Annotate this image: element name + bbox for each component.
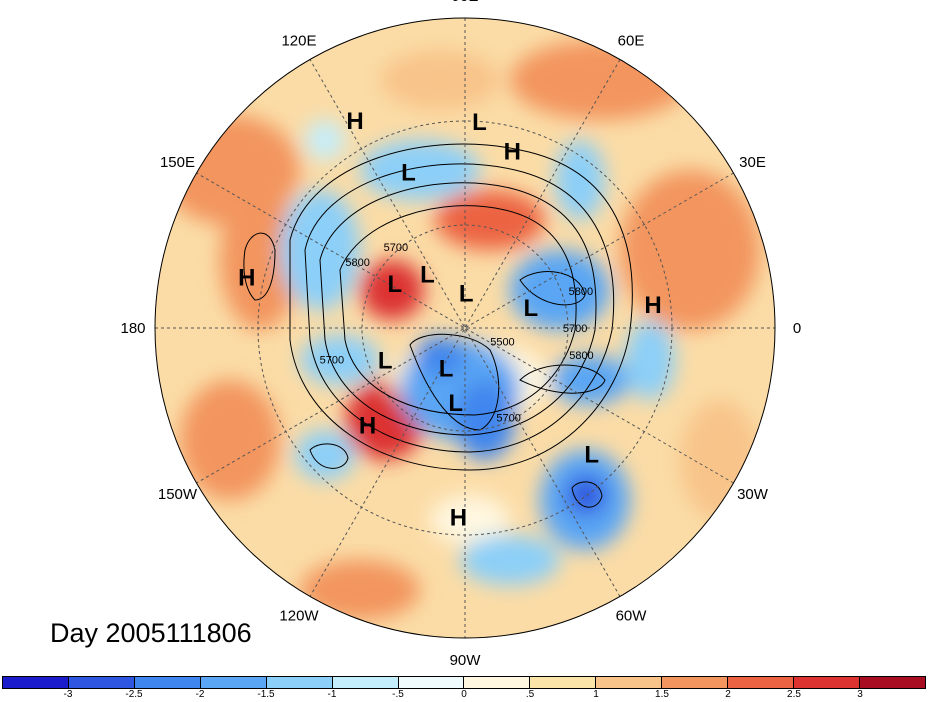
colorbar-tick-label: 2 <box>725 689 731 700</box>
colorbar-tick-labels: -3 -2.5 -2 -1.5 -1 -.5 0 .5 1 1.5 2 2.5 3 <box>2 689 926 702</box>
lon-label-150w: 150W <box>158 486 198 503</box>
colorbar-segment <box>332 677 399 688</box>
low-pressure-label: L <box>439 356 454 383</box>
lon-label-120e: 120E <box>281 32 316 49</box>
lon-label-90e: 90E <box>452 0 479 5</box>
anomaly-field <box>155 18 775 638</box>
colorbar-tick-label: -1 <box>327 689 337 700</box>
low-pressure-label: L <box>378 347 393 374</box>
colorbar-segment <box>134 677 201 688</box>
contour-label: 5700 <box>496 413 520 425</box>
graticule <box>155 18 775 638</box>
colorbar-segment <box>794 677 860 688</box>
colorbar-tick-label: -1.5 <box>257 689 275 700</box>
colorbar-tick-label: .5 <box>525 689 535 700</box>
lon-label-120w: 120W <box>279 608 319 625</box>
colorbar-segment <box>200 677 267 688</box>
colorbar-tick-label: -2 <box>195 689 205 700</box>
colorbar-tick-label: 3 <box>857 689 863 700</box>
colorbar-tick-label: -3 <box>63 689 73 700</box>
lon-label-60w: 60W <box>616 608 648 625</box>
colorbar-tick-label: 1.5 <box>655 689 669 700</box>
colorbar-tick-label: 0 <box>461 689 467 700</box>
lon-label-180: 180 <box>120 320 145 337</box>
high-pressure-label: H <box>238 265 255 292</box>
map-border <box>154 17 776 639</box>
colorbar-segment <box>728 677 795 688</box>
low-pressure-label: L <box>448 390 463 417</box>
high-pressure-label: H <box>450 504 467 531</box>
lon-label-90w: 90W <box>450 652 482 669</box>
low-pressure-label: L <box>472 109 487 136</box>
low-pressure-label: L <box>388 271 403 298</box>
high-pressure-label: H <box>346 108 363 135</box>
colorbar-segment <box>859 677 925 688</box>
colorbar-segment <box>398 677 465 688</box>
colorbar-segment <box>530 677 597 688</box>
low-pressure-label: L <box>524 295 539 322</box>
low-pressure-label: L <box>401 160 416 187</box>
colorbar-segment <box>3 677 69 688</box>
day-label: Day 2005111806 <box>50 618 252 648</box>
high-pressure-label: H <box>504 139 521 166</box>
low-pressure-label: L <box>584 442 599 469</box>
low-pressure-label: L <box>420 261 435 288</box>
lon-label-60e: 60E <box>618 32 645 49</box>
contour-label: 5800 <box>569 350 593 362</box>
polar-map: 90E 60E 30E 0 30W 60W 90W 120W 150W 180 150E 120E 5… <box>120 0 801 669</box>
colorbar-tick-label: -.5 <box>392 689 404 700</box>
contour-label: 5800 <box>345 257 369 269</box>
colorbar-tick-label: -2.5 <box>125 689 143 700</box>
colorbar-segment <box>596 677 663 688</box>
contour-label: 5800 <box>569 286 593 298</box>
contour-label: 5700 <box>563 323 587 335</box>
colorbar-segment <box>662 677 729 688</box>
high-pressure-label: H <box>644 292 661 319</box>
contour-label: 5700 <box>384 242 408 254</box>
colorbar-tick-label: 1 <box>593 689 599 700</box>
colorbar-tick-label: 2.5 <box>787 689 801 700</box>
geopotential-contours <box>243 143 633 508</box>
lon-label-30e: 30E <box>739 154 766 171</box>
contour-label: 5700 <box>320 355 344 367</box>
colorbar-segment <box>266 677 333 688</box>
lon-label-150e: 150E <box>160 154 195 171</box>
lon-label-30w: 30W <box>737 486 769 503</box>
colorbar-segment <box>68 677 135 688</box>
high-pressure-label: H <box>359 412 376 439</box>
longitude-labels: 90E 60E 30E 0 30W 60W 90W 120W 150W 180 150E 120E <box>120 0 801 669</box>
lon-label-0: 0 <box>793 320 801 337</box>
low-pressure-label: L <box>459 281 474 308</box>
colorbar-segment <box>464 677 531 688</box>
colorbar <box>2 676 926 689</box>
contour-label: 5500 <box>490 336 514 348</box>
contour-labels: 5700 5800 5800 5700 5800 5500 5700 5700 <box>320 242 594 424</box>
